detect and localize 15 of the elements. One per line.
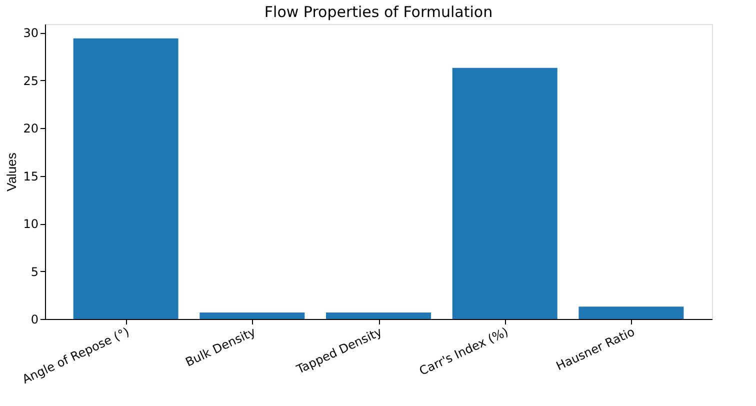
bar [578, 306, 684, 319]
y-tick-label: 5 [30, 264, 38, 279]
bar [326, 312, 431, 319]
chart-title: Flow Properties of Formulation [264, 3, 493, 21]
bar [452, 68, 558, 319]
y-axis-title: Values [4, 152, 20, 192]
y-tick-label: 20 [23, 122, 38, 136]
bar [73, 38, 178, 319]
y-tick-label: 10 [23, 217, 38, 232]
y-tick-label: 0 [30, 312, 38, 326]
y-tick-label: 25 [23, 74, 38, 88]
y-tick-label: 15 [23, 169, 38, 184]
x-tick-label: Carr's Index (%) [417, 324, 510, 378]
bar [200, 312, 305, 319]
y-tick-label: 30 [23, 26, 38, 40]
